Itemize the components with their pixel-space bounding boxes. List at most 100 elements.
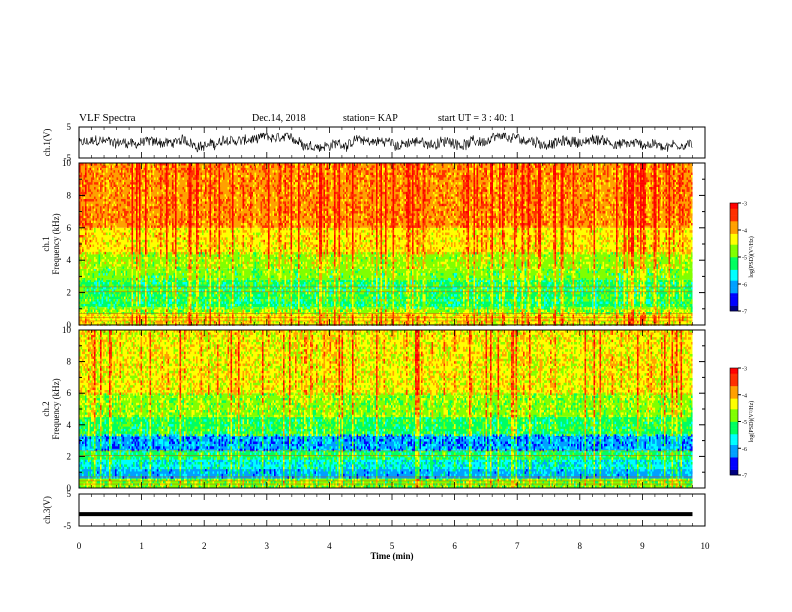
ch1-spectrogram-cell xyxy=(196,309,198,313)
ch1-spectrogram-cell xyxy=(101,291,104,295)
ch1-spectrogram-cell xyxy=(227,286,230,290)
ch1-spectrogram-cell xyxy=(298,296,300,300)
ch1-spectrogram-cell xyxy=(616,312,618,315)
ch1-spectrogram-cell xyxy=(572,294,575,297)
ch1-spectrogram-cell xyxy=(311,294,314,297)
ch1-spectrogram-cell xyxy=(305,291,308,295)
ch1-spectrogram-cell xyxy=(491,316,494,319)
ch1-spectrogram-cell xyxy=(79,320,81,324)
ch1-spectrogram-cell xyxy=(547,303,549,307)
ch1-spectrogram-cell xyxy=(478,312,480,315)
ch1-spectrogram-cell xyxy=(259,294,261,297)
ch1-spectrogram-cell xyxy=(658,309,660,313)
ch1-spectrogram-cell xyxy=(349,282,351,285)
ch1-spectrogram-cell xyxy=(92,301,95,304)
ch1-spectrogram-cell xyxy=(289,303,291,307)
ch1-spectrogram-cell xyxy=(194,291,197,295)
ch1-spectrogram-cell xyxy=(682,313,684,317)
ch1-spectrogram-cell xyxy=(308,291,311,295)
ch1-spectrogram-cell xyxy=(535,289,537,292)
ch1-spectrogram-cell xyxy=(646,306,648,309)
ch1-spectrogram-cell xyxy=(293,301,296,304)
ch1-spectrogram-cell xyxy=(194,286,197,290)
ch1-spectrogram-cell xyxy=(157,320,159,324)
ch1-spectrogram-cell xyxy=(166,318,168,321)
ch1-spectrogram-cell xyxy=(397,313,399,317)
ch1-spectrogram-cell xyxy=(560,303,563,307)
ch1-spectrogram-cell xyxy=(389,316,392,319)
ch1-spectrogram-cell xyxy=(634,313,636,317)
ch1-spectrogram-cell xyxy=(82,289,84,292)
ch1-spectrogram-cell xyxy=(539,279,542,283)
ch1-spectrogram-cell xyxy=(92,320,95,324)
ch1-spectrogram-cell xyxy=(595,279,597,283)
ch1-spectrogram-cell xyxy=(289,313,291,317)
ch1-spectrogram-cell xyxy=(655,294,657,297)
ch1-spectrogram-cell xyxy=(632,320,635,324)
ch1-spectrogram-cell xyxy=(235,301,237,304)
ch1-spectrogram-cell xyxy=(502,306,504,309)
ch1-spectrogram-cell xyxy=(589,318,591,321)
ch1-spectrogram-cell xyxy=(521,320,524,324)
ch1-spectrogram-cell xyxy=(598,320,600,324)
ch1-spectrogram-cell xyxy=(173,289,176,292)
ch1-spectrogram-cell xyxy=(115,320,117,324)
ch1-spectrogram-cell xyxy=(118,289,120,292)
ch1-spectrogram-cell xyxy=(640,309,642,313)
ch1-spectrogram-cell xyxy=(298,312,300,315)
ch1-spectrogram-cell xyxy=(691,282,693,285)
ch1-spectrogram-cell xyxy=(205,316,207,319)
ch1-spectrogram-cell xyxy=(551,318,554,321)
ch1-spectrogram-cell xyxy=(436,291,438,295)
ch1-spectrogram-cell xyxy=(388,289,390,292)
ch1-spectrogram-cell xyxy=(185,301,188,304)
ch1-spectrogram-cell xyxy=(319,318,321,321)
ch1-spectrogram-cell xyxy=(424,301,426,304)
ch1-spectrogram-cell xyxy=(676,291,678,295)
ch1-spectrogram-cell xyxy=(341,296,344,300)
ch1-spectrogram-cell xyxy=(86,289,89,292)
ch1-spectrogram-cell xyxy=(290,316,293,319)
ch1-spectrogram-cell xyxy=(494,313,497,317)
ch1-spectrogram-cell xyxy=(175,301,177,304)
ch1-spectrogram-cell xyxy=(406,299,408,302)
ch1-spectrogram-cell xyxy=(317,299,320,302)
ch1-spectrogram-cell xyxy=(104,279,107,283)
ch1-spectrogram-cell xyxy=(205,279,207,283)
ch1-spectrogram-cell xyxy=(497,318,500,321)
ch1-spectrogram-cell xyxy=(172,282,174,285)
ch1-spectrogram-cell xyxy=(119,312,122,315)
ch1-spectrogram-cell xyxy=(205,294,207,297)
ch1-spectrogram-cell xyxy=(229,303,231,307)
ch1-spectrogram-cell xyxy=(214,299,216,302)
ch1-spectrogram-cell xyxy=(596,316,599,319)
ch1-spectrogram-cell xyxy=(620,313,623,317)
ch1-spectrogram-cell xyxy=(88,313,90,317)
ch1-spectrogram-cell xyxy=(125,299,128,302)
ch1-spectrogram-cell xyxy=(463,320,465,324)
ch1-spectrogram-cell xyxy=(610,299,612,302)
ch1-spectrogram-cell xyxy=(92,299,95,302)
ch1-spectrogram-cell xyxy=(250,296,252,300)
ch1-spectrogram-cell xyxy=(205,301,207,304)
ch1-spectrogram-cell xyxy=(250,291,252,295)
ch1-spectrogram-cell xyxy=(290,299,293,302)
ch1-spectrogram-cell xyxy=(488,316,491,319)
ch1-spectrogram-cell xyxy=(124,289,126,292)
ch1-spectrogram-cell xyxy=(388,303,390,307)
ch1-spectrogram-cell xyxy=(683,289,686,292)
ch1-spectrogram-cell xyxy=(142,316,144,319)
ch1-spectrogram-cell xyxy=(668,284,671,287)
ch1-spectrogram-cell xyxy=(515,289,518,292)
ch1-spectrogram-cell xyxy=(373,282,375,285)
ch1-spectrogram-cell xyxy=(607,306,609,309)
ch1-spectrogram-cell xyxy=(209,282,212,285)
ch1-spectrogram-cell xyxy=(190,309,192,313)
ch1-spectrogram-cell xyxy=(331,303,333,307)
ch1-spectrogram-cell xyxy=(400,294,402,297)
ch1-spectrogram-cell xyxy=(316,307,318,310)
ch1-spectrogram-cell xyxy=(665,312,668,315)
ch1-spectrogram-cell xyxy=(550,282,552,285)
ch1-spectrogram-cell xyxy=(508,313,510,317)
ch1-spectrogram-cell xyxy=(640,296,642,300)
